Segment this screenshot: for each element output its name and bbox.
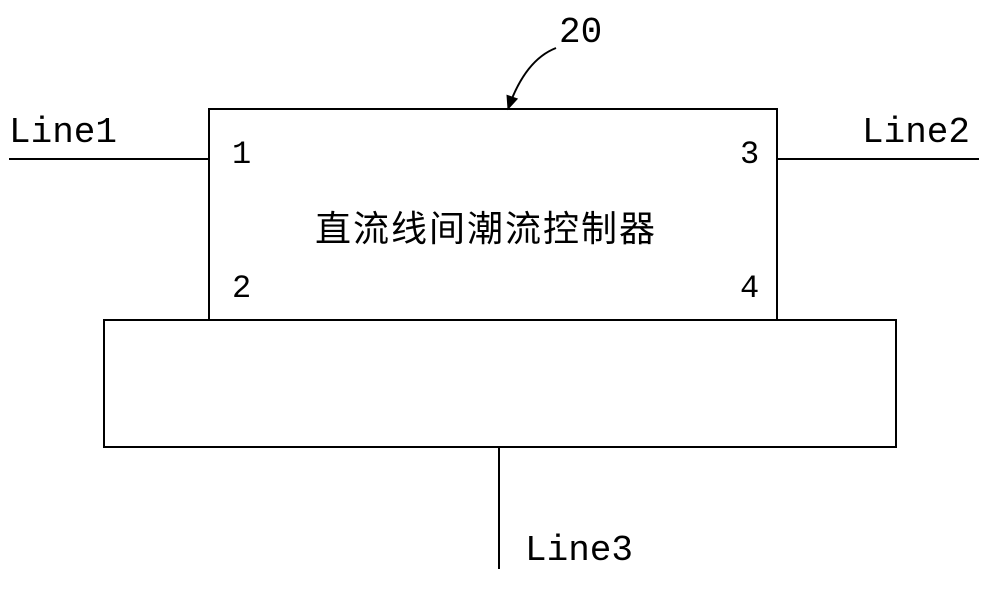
controller-title: 直流线间潮流控制器 [315,200,657,252]
line3-label: Line3 [525,530,633,571]
port-4-label: 4 [740,270,759,307]
line2-label: Line2 [862,112,970,153]
diagram-canvas [0,0,989,609]
lower-box [104,320,896,447]
port-3-label: 3 [740,136,759,173]
callout-arrowhead [507,95,517,109]
port-2-label: 2 [232,270,251,307]
line1-label: Line1 [9,112,117,153]
ref-number-20: 20 [559,12,602,53]
port-1-label: 1 [232,136,251,173]
